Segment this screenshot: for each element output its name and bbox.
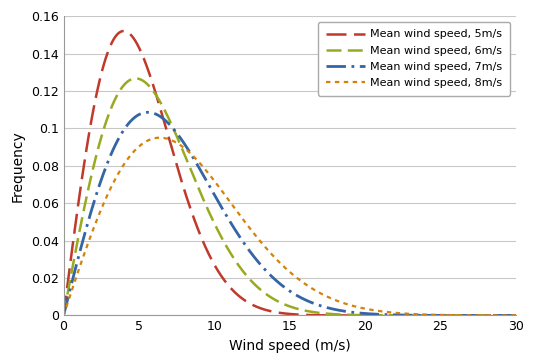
Mean wind speed, 6m/s (83, 194, 90, 199)
Mean wind speed, 7m/s (83, 225, 90, 229)
Line: Mean wind speed, 8m/s: Mean wind speed, 8m/s (64, 138, 516, 316)
Mean wind speed, 5m/s (269, 309, 275, 314)
Mean wind speed, 7m/s (513, 313, 519, 318)
Mean wind speed, 6m/s (417, 313, 423, 318)
Mean wind speed, 6m/s (500, 313, 506, 318)
Mean wind speed, 5m/s (500, 313, 506, 318)
Line: Mean wind speed, 7m/s: Mean wind speed, 7m/s (64, 112, 516, 316)
Mean wind speed, 8m/s (280, 264, 287, 269)
Mean wind speed, 7m/s (280, 285, 287, 289)
Mean wind speed, 5m/s (83, 146, 90, 150)
Mean wind speed, 5m/s (120, 29, 127, 33)
Mean wind speed, 6m/s (280, 302, 287, 306)
Mean wind speed, 6m/s (500, 313, 506, 318)
Line: Mean wind speed, 6m/s: Mean wind speed, 6m/s (64, 78, 516, 316)
Mean wind speed, 6m/s (133, 76, 139, 80)
Mean wind speed, 5m/s (417, 313, 423, 318)
Mean wind speed, 5m/s (500, 313, 506, 318)
Mean wind speed, 8m/s (269, 252, 275, 257)
Mean wind speed, 7m/s (144, 110, 151, 114)
Mean wind speed, 8m/s (417, 312, 423, 317)
Mean wind speed, 8m/s (157, 135, 163, 140)
Mean wind speed, 5m/s (513, 313, 519, 318)
Mean wind speed, 8m/s (500, 313, 506, 318)
Mean wind speed, 6m/s (513, 313, 519, 318)
Mean wind speed, 6m/s (60, 313, 67, 318)
Mean wind speed, 8m/s (60, 313, 67, 318)
Mean wind speed, 7m/s (500, 313, 506, 318)
Mean wind speed, 7m/s (60, 313, 67, 318)
Line: Mean wind speed, 5m/s: Mean wind speed, 5m/s (64, 31, 516, 316)
Mean wind speed, 8m/s (513, 313, 519, 318)
Mean wind speed, 5m/s (280, 311, 287, 316)
Mean wind speed, 7m/s (500, 313, 506, 318)
Mean wind speed, 8m/s (83, 245, 90, 249)
X-axis label: Wind speed (m/s): Wind speed (m/s) (229, 339, 350, 353)
Mean wind speed, 5m/s (60, 313, 67, 318)
Mean wind speed, 6m/s (269, 296, 275, 300)
Mean wind speed, 7m/s (417, 313, 423, 317)
Mean wind speed, 7m/s (269, 274, 275, 279)
Legend: Mean wind speed, 5m/s, Mean wind speed, 6m/s, Mean wind speed, 7m/s, Mean wind s: Mean wind speed, 5m/s, Mean wind speed, … (318, 22, 510, 96)
Mean wind speed, 8m/s (500, 313, 506, 318)
Y-axis label: Frequency: Frequency (11, 130, 25, 202)
